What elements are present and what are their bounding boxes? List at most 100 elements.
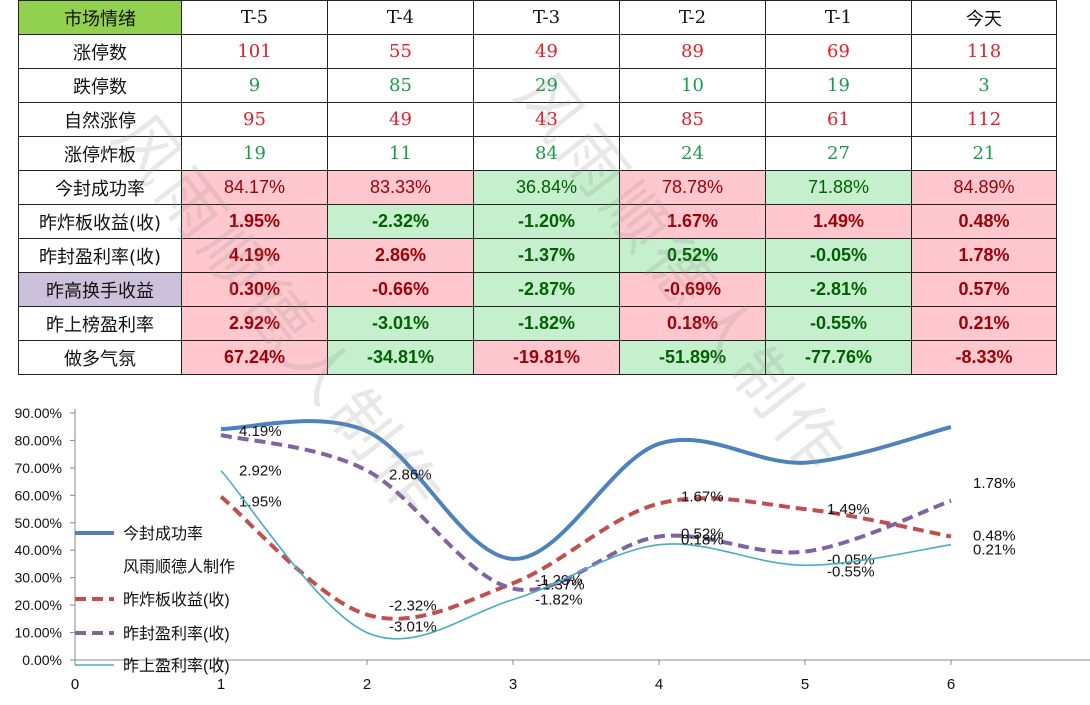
table-row: 昨封盈利率(收) 4.19% 2.86% -1.37% 0.52% -0.05% 1.78% — [18, 238, 1057, 273]
percent-cell: 0.18% — [619, 306, 766, 341]
data-label: 2.92% — [239, 463, 282, 480]
data-label: -0.55% — [827, 563, 875, 580]
count-cell: 3 — [911, 68, 1057, 103]
row-label: 涨停数 — [18, 34, 182, 69]
count-cell: 29 — [473, 68, 620, 103]
percent-cell: -8.33% — [911, 340, 1057, 375]
table-row: 涨停数 101 55 49 89 69 118 — [18, 34, 1057, 69]
y-tick-label: 70.00% — [15, 460, 62, 476]
percent-cell: -2.81% — [765, 272, 912, 307]
data-label: -1.82% — [535, 592, 583, 609]
header-day-cell: T-2 — [619, 0, 766, 35]
count-cell: 84 — [473, 136, 620, 171]
count-cell: 101 — [181, 34, 328, 69]
percent-cell: -3.01% — [327, 306, 474, 341]
percent-cell: -34.81% — [327, 340, 474, 375]
percent-cell: 1.49% — [765, 204, 912, 239]
data-label: 1.49% — [827, 501, 870, 518]
percent-cell: 71.88% — [765, 170, 912, 205]
percent-cell: 0.52% — [619, 238, 766, 273]
percent-cell: 2.92% — [181, 306, 328, 341]
row-label: 今封成功率 — [18, 170, 182, 205]
percent-cell: 78.78% — [619, 170, 766, 205]
data-label: 1.78% — [973, 475, 1016, 492]
row-label: 昨炸板收益(收) — [18, 204, 182, 239]
row-label: 涨停炸板 — [18, 136, 182, 171]
series-line — [219, 495, 952, 621]
percent-cell: -19.81% — [473, 340, 620, 375]
percent-cell: 0.30% — [181, 272, 328, 307]
data-label: -1.37% — [537, 577, 585, 594]
legend-label: 今封成功率 — [123, 525, 203, 543]
data-label: 2.86% — [389, 467, 432, 484]
percent-cell: -0.55% — [765, 306, 912, 341]
data-label: -3.01% — [389, 619, 437, 636]
data-label: 0.18% — [681, 532, 724, 549]
x-tick-label: 5 — [801, 676, 809, 693]
percent-cell: 67.24% — [181, 340, 328, 375]
series-line — [220, 470, 952, 640]
row-label: 昨上榜盈利率 — [18, 306, 182, 341]
data-label: 4.19% — [239, 423, 282, 440]
count-cell: 95 — [181, 102, 328, 137]
data-label: 0.52% — [681, 526, 724, 543]
count-cell: 69 — [765, 34, 912, 69]
series-line — [220, 419, 952, 561]
count-cell: 9 — [181, 68, 328, 103]
data-label: 0.21% — [973, 542, 1016, 559]
percent-cell: -2.32% — [327, 204, 474, 239]
percent-cell: -1.37% — [473, 238, 620, 273]
percent-cell: 84.89% — [911, 170, 1057, 205]
count-cell: 19 — [765, 68, 912, 103]
y-tick-label: 0.00% — [22, 652, 62, 668]
count-cell: 49 — [327, 102, 474, 137]
table-row: 昨炸板收益(收) 1.95% -2.32% -1.20% 1.67% 1.49% 0.48% — [18, 204, 1057, 239]
table-row: 昨高换手收益 0.30% -0.66% -2.87% -0.69% -2.81% 0.57% — [18, 272, 1057, 307]
y-tick-label: 60.00% — [15, 487, 62, 503]
count-cell: 61 — [765, 102, 912, 137]
sentiment-line-chart: 0.00% 10.00% 20.00% 30.00% 40.00% 50.00% 60.00… — [0, 386, 1090, 705]
series-line — [220, 433, 952, 592]
count-cell: 55 — [327, 34, 474, 69]
header-day-cell: T-5 — [181, 0, 328, 35]
percent-cell: -2.87% — [473, 272, 620, 307]
x-tick-label: 1 — [217, 676, 225, 693]
table-row: 跌停数 9 85 29 10 19 3 — [18, 68, 1057, 103]
y-tick-label: 20.00% — [15, 597, 62, 613]
table-row: 做多气氛 67.24% -34.81% -19.81% -51.89% -77.76% -8… — [18, 340, 1057, 375]
percent-cell: 1.67% — [619, 204, 766, 239]
row-label: 自然涨停 — [18, 102, 182, 137]
data-label: -2.32% — [389, 598, 437, 615]
x-tick-label: 6 — [947, 676, 955, 693]
table-row: 自然涨停 95 49 43 85 61 112 — [18, 102, 1057, 137]
count-cell: 85 — [619, 102, 766, 137]
percent-cell: -0.66% — [327, 272, 474, 307]
row-label: 昨封盈利率(收) — [18, 238, 182, 273]
count-cell: 27 — [765, 136, 912, 171]
market-sentiment-table: 市场情绪 T-5 T-4 T-3 T-2 T-1 今天 涨停数 101 55 49 89 69 118 跌停… — [18, 0, 1057, 375]
header-label-cell: 市场情绪 — [18, 0, 182, 35]
x-tick-label: 4 — [655, 676, 663, 693]
percent-cell: -0.69% — [619, 272, 766, 307]
percent-cell: 83.33% — [327, 170, 474, 205]
chart-svg: 0.00% 10.00% 20.00% 30.00% 40.00% 50.00% 60.00… — [15, 405, 1090, 693]
percent-cell: 84.17% — [181, 170, 328, 205]
percent-cell: 0.48% — [911, 204, 1057, 239]
percent-cell: 0.57% — [911, 272, 1057, 307]
percent-cell: -51.89% — [619, 340, 766, 375]
percent-cell: -77.76% — [765, 340, 912, 375]
data-label: 0.48% — [973, 528, 1016, 545]
market-sentiment-table-wrap: 市场情绪 T-5 T-4 T-3 T-2 T-1 今天 涨停数 101 55 49 89 69 118 跌停… — [18, 0, 1057, 375]
count-cell: 19 — [181, 136, 328, 171]
percent-cell: -0.05% — [765, 238, 912, 273]
legend-label: 昨封盈利率(收) — [123, 625, 230, 643]
table-row: 今封成功率 84.17% 83.33% 36.84% 78.78% 71.88% 84.89… — [18, 170, 1057, 205]
data-label: 1.67% — [681, 489, 724, 506]
data-label: -0.05% — [827, 552, 875, 569]
percent-cell: 1.95% — [181, 204, 328, 239]
table-row: 涨停炸板 19 11 84 24 27 21 — [18, 136, 1057, 171]
x-tick-label: 3 — [509, 676, 517, 693]
y-tick-label: 40.00% — [15, 542, 62, 558]
count-cell: 118 — [911, 34, 1057, 69]
y-tick-label: 80.00% — [15, 432, 62, 448]
